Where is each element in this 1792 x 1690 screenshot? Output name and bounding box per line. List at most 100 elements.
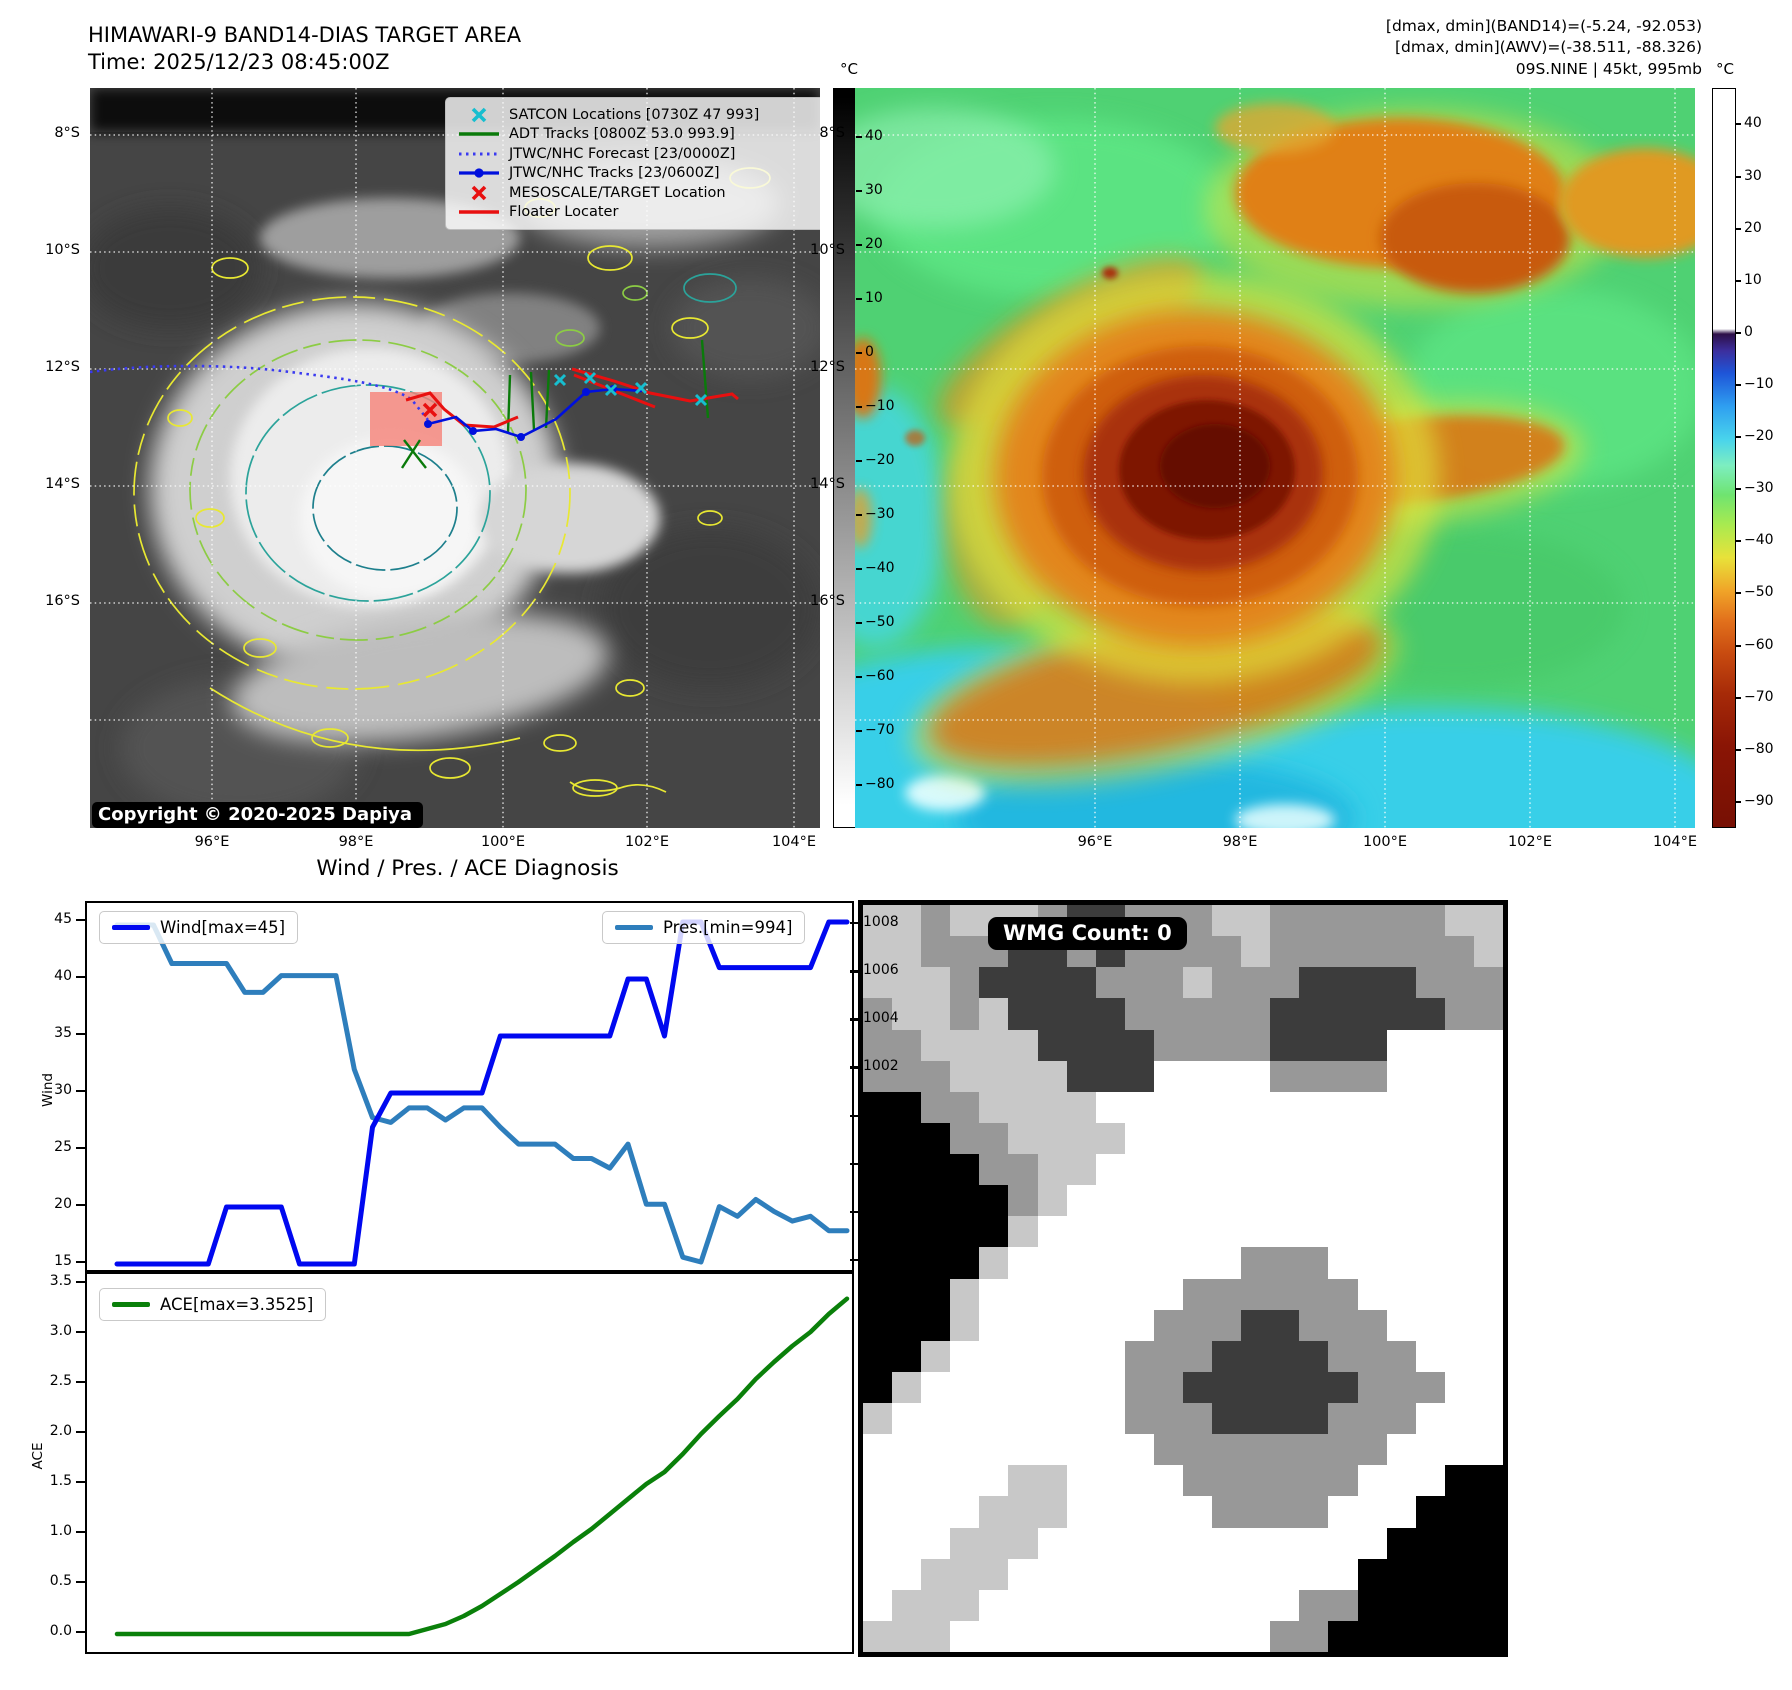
enhanced-colorbar-tick-label: 0 <box>1744 323 1753 340</box>
line-marker-icon <box>455 125 503 143</box>
lat-label-right-map: 12°S <box>810 359 845 375</box>
enhanced-colorbar-tick-mark <box>1735 436 1741 439</box>
wmg-pixel <box>921 998 951 1030</box>
wmg-pixel <box>1153 1029 1183 1061</box>
wmg-pixel <box>1183 1278 1213 1310</box>
enhanced-colorbar-tick-mark <box>1735 696 1741 699</box>
wmg-pixel <box>1357 1247 1387 1279</box>
wmg-pixel <box>1008 1154 1038 1186</box>
wmg-pixel <box>1066 1029 1096 1061</box>
enhanced-colorbar-tick-label: −60 <box>1744 636 1774 653</box>
wmg-pixel <box>1241 998 1271 1030</box>
map-legend-label: Floater Locater <box>509 204 619 221</box>
wmg-pixel <box>1473 1309 1503 1341</box>
wmg-pixel <box>1270 1620 1300 1652</box>
wmg-pixel <box>1153 967 1183 999</box>
wind-tick-label: 20 <box>54 1196 72 1212</box>
line-marker-icon <box>455 203 503 221</box>
wmg-pixel <box>1444 1216 1474 1248</box>
wmg-pixel <box>1357 1589 1387 1621</box>
wmg-pixel <box>1386 1154 1416 1186</box>
map-legend: SATCON Locations [0730Z 47 993] ADT Track… <box>445 97 820 230</box>
wmg-pixel <box>921 1122 951 1154</box>
wmg-pixel <box>979 1122 1009 1154</box>
enhanced-colorbar-tick-label: −20 <box>1744 428 1774 445</box>
wmg-pixel <box>979 1620 1009 1652</box>
wmg-pixel <box>1008 1340 1038 1372</box>
map-legend-row: SATCON Locations [0730Z 47 993] <box>455 105 820 125</box>
wmg-pixel <box>1037 1434 1067 1466</box>
wmg-pixel <box>1037 1340 1067 1372</box>
wmg-pixel <box>1183 1589 1213 1621</box>
wmg-pixel <box>1357 1558 1387 1590</box>
wmg-pixel <box>950 1403 980 1435</box>
wmg-pixel <box>1386 1122 1416 1154</box>
pressure-tick-label: 1000 <box>863 1106 899 1123</box>
grayscale-colorbar-tick-mark <box>856 621 862 624</box>
wmg-pixel <box>1153 1589 1183 1621</box>
grayscale-colorbar-tick-label: −70 <box>865 721 895 738</box>
grayscale-colorbar-tick-mark <box>856 513 862 516</box>
wmg-pixel <box>892 1091 922 1123</box>
wmg-pixel <box>1095 1465 1125 1497</box>
wmg-pixel <box>892 1340 922 1372</box>
wmg-pixel <box>1095 1122 1125 1154</box>
wmg-pixel <box>1183 1527 1213 1559</box>
grayscale-colorbar-tick-mark <box>856 729 862 732</box>
enhanced-colorbar-tick-label: 20 <box>1744 219 1762 236</box>
lat-label-left-map: 16°S <box>45 593 80 609</box>
wmg-pixel <box>1241 1589 1271 1621</box>
wmg-pixel <box>1066 1216 1096 1248</box>
wmg-pixel <box>1386 1465 1416 1497</box>
enhanced-colorbar-tick-mark <box>1735 123 1741 126</box>
wmg-pixel <box>1008 1620 1038 1652</box>
wmg-pixel <box>1444 1060 1474 1092</box>
grayscale-colorbar-tick-mark <box>856 567 862 570</box>
wmg-pixel <box>1066 1527 1096 1559</box>
wmg-pixel <box>1386 1309 1416 1341</box>
wind-tick-mark <box>76 919 85 922</box>
wmg-pixel <box>1328 1403 1358 1435</box>
wmg-pixel <box>1241 1620 1271 1652</box>
lon-label-left-map: 104°E <box>771 834 817 850</box>
wind-pressure-chart <box>85 901 854 1272</box>
wmg-pixel <box>1183 1403 1213 1435</box>
map-legend-row: JTWC/NHC Forecast [23/0000Z] <box>455 144 820 164</box>
wmg-pixel <box>1153 1465 1183 1497</box>
wmg-pixel <box>950 1371 980 1403</box>
wmg-pixel <box>1124 1465 1154 1497</box>
wmg-pixel <box>950 1060 980 1092</box>
ace-tick-label: 1.0 <box>49 1523 72 1539</box>
wmg-pixel <box>1066 1340 1096 1372</box>
wmg-pixel <box>979 1403 1009 1435</box>
wmg-pixel <box>1473 1154 1503 1186</box>
wmg-pixel <box>1008 1216 1038 1248</box>
enhanced-colorbar-tick-mark <box>1735 488 1741 491</box>
wmg-pixel <box>1444 1434 1474 1466</box>
pressure-tick-label: 1008 <box>863 914 899 930</box>
wmg-pixel <box>863 1527 893 1559</box>
enhanced-colorbar-tick-mark <box>1735 540 1741 543</box>
wmg-pixel <box>1444 1122 1474 1154</box>
wmg-pixel <box>1066 1060 1096 1092</box>
wmg-pixel <box>1415 1340 1445 1372</box>
wmg-pixel <box>1037 1309 1067 1341</box>
wmg-pixel <box>863 1465 893 1497</box>
wmg-pixel <box>892 1029 922 1061</box>
wmg-pixel <box>1183 1154 1213 1186</box>
wmg-pixel <box>1095 998 1125 1030</box>
lon-label-left-map: 98°E <box>338 834 374 850</box>
data-line <box>114 919 850 1267</box>
wmg-pixel <box>1212 1496 1242 1528</box>
wmg-pixel <box>1299 1465 1329 1497</box>
wmg-pixel <box>1415 1185 1445 1217</box>
wmg-pixel <box>1008 967 1038 999</box>
wmg-pixel <box>1212 1154 1242 1186</box>
wmg-pixel <box>892 1154 922 1186</box>
wind-tick-label: 15 <box>54 1253 72 1269</box>
wmg-pixel <box>950 1091 980 1123</box>
wmg-pixel <box>1153 1496 1183 1528</box>
wmg-pixel <box>1270 1434 1300 1466</box>
wmg-pixel <box>892 1278 922 1310</box>
